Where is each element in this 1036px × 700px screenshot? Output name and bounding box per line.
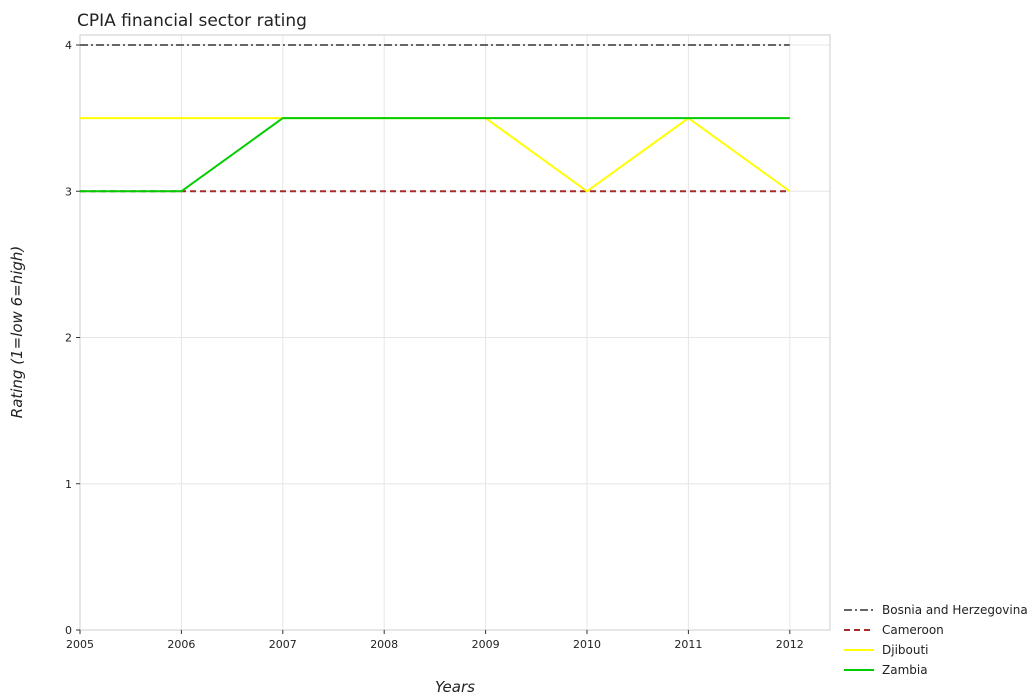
chart-title: CPIA financial sector rating <box>77 11 307 31</box>
x-tick-label: 2008 <box>370 638 398 651</box>
y-tick-label: 3 <box>65 185 72 198</box>
series-djibouti <box>79 116 791 193</box>
y-axis-label: Rating (1=low 6=high) <box>8 246 26 418</box>
legend-label: Zambia <box>882 663 928 677</box>
series-line <box>80 116 791 193</box>
y-tick-label: 2 <box>65 332 72 345</box>
plot-frame <box>79 34 831 631</box>
x-tick-label: 2011 <box>674 638 702 651</box>
legend-label: Djibouti <box>882 643 929 657</box>
x-axis-label: Years <box>435 678 475 696</box>
x-tick-label: 2007 <box>269 638 297 651</box>
x-axis-ticks: 2005 2006 2007 2008 2009 2010 2011 2012 <box>66 630 804 651</box>
x-tick-label: 2006 <box>167 638 195 651</box>
x-tick-label: 2009 <box>472 638 500 651</box>
grid <box>79 35 830 631</box>
legend-label: Cameroon <box>882 623 944 637</box>
series-zambia <box>79 117 790 193</box>
series-line <box>80 117 790 193</box>
x-tick-label: 2005 <box>66 638 94 651</box>
y-axis-ticks: 0 1 2 3 4 <box>65 39 80 637</box>
y-tick-label: 4 <box>65 39 72 52</box>
y-tick-label: 0 <box>65 624 72 637</box>
x-tick-label: 2010 <box>573 638 601 651</box>
y-tick-label: 1 <box>65 478 72 491</box>
series-layer <box>79 44 791 193</box>
legend: Bosnia and Herzegovina Cameroon Djibouti Za… <box>844 603 1028 677</box>
x-tick-label: 2012 <box>776 638 804 651</box>
legend-label: Bosnia and Herzegovina <box>882 603 1028 617</box>
